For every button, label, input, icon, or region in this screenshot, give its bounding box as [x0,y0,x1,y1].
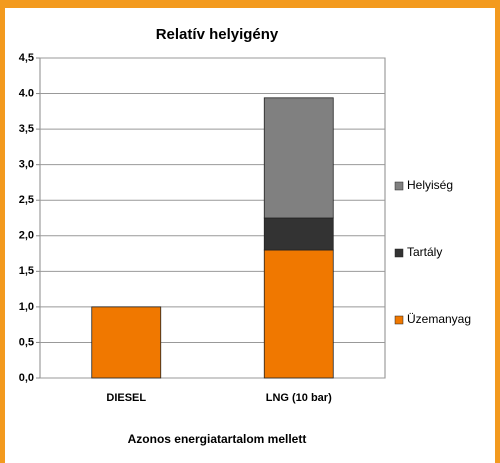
chart-title: Relatív helyigény [156,26,279,43]
y-tick-label: 2,0 [19,230,34,242]
bar-segment [263,249,334,379]
y-tick-label: 1,0 [19,301,34,313]
legend-label: Tartály [407,245,442,259]
y-tick-label: 1,5 [19,265,34,277]
legend-label: Helyiség [407,178,453,192]
x-tick-label: LNG (10 bar) [266,392,332,404]
legend-swatch [394,248,404,258]
bar-segment [91,306,162,379]
x-axis-label: Azonos energiatartalom mellett [128,432,307,446]
legend-label: Üzemanyag [407,312,471,326]
y-tick-label: 3,0 [19,159,34,171]
x-tick-label: DIESEL [106,392,146,404]
y-tick-label: 4,5 [19,52,34,64]
chart: Relatív helyigény Azonos energiatartalom… [19,26,471,446]
bar-segment [263,97,334,219]
y-tick-label: 0,0 [19,372,34,384]
y-tick-label: 0,5 [19,336,34,348]
y-tick-label: 3,5 [19,123,34,135]
bar-segment [263,217,334,251]
y-tick-label: 2,5 [19,194,34,206]
legend-swatch [394,181,404,191]
y-tick-label: 4.0 [19,87,34,99]
legend-swatch [394,315,404,325]
